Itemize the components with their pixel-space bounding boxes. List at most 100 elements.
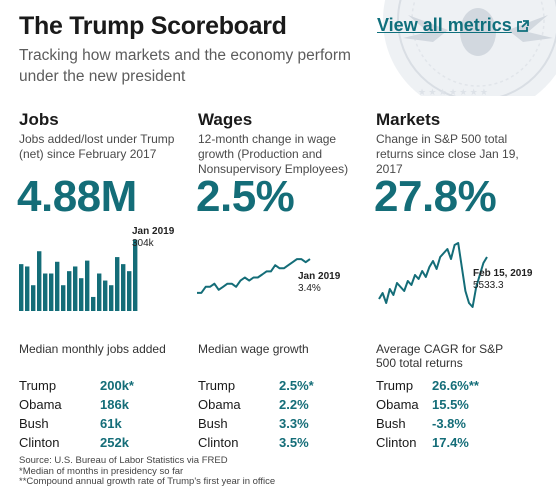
wages-chart-annotation: Jan 2019 3.4% bbox=[298, 271, 340, 295]
president-name: Bush bbox=[198, 416, 228, 431]
header: ★ ★ ★ ★ ★ ★ ★ The Trump Scoreboard View … bbox=[0, 0, 556, 96]
jobs-description: Jobs added/lost under Trump (net) since … bbox=[19, 132, 175, 161]
jobs-column-header: Jobs Jobs added/lost under Trump (net) s… bbox=[19, 110, 184, 162]
jobs-chart-annotation: Jan 2019 304k bbox=[132, 226, 174, 250]
page-subtitle: Tracking how markets and the economy per… bbox=[19, 47, 351, 85]
page-title: The Trump Scoreboard bbox=[19, 12, 287, 40]
jobs-bar bbox=[103, 280, 108, 311]
president-name: Clinton bbox=[19, 435, 60, 450]
table-row: Bush 61k bbox=[19, 414, 179, 433]
table-row: Obama 15.5% bbox=[376, 395, 536, 414]
markets-description: Change in S&P 500 total returns since cl… bbox=[376, 132, 519, 176]
markets-chart-annotation-value: 5533.3 bbox=[473, 280, 504, 291]
jobs-bar bbox=[109, 285, 114, 311]
president-name: Bush bbox=[376, 416, 406, 431]
presidential-seal-watermark: ★ ★ ★ ★ ★ ★ ★ bbox=[383, 0, 556, 96]
wages-value: 3.3% bbox=[279, 416, 309, 431]
markets-chart-annotation: Feb 15, 2019 5533.3 bbox=[473, 268, 532, 292]
president-name: Clinton bbox=[376, 435, 417, 450]
president-name: Obama bbox=[198, 397, 241, 412]
wages-line bbox=[197, 258, 311, 294]
jobs-bar bbox=[127, 271, 132, 311]
markets-value: 15.5% bbox=[432, 397, 469, 412]
markets-chart-annotation-date: Feb 15, 2019 bbox=[473, 268, 533, 279]
jobs-bar bbox=[31, 285, 36, 311]
jobs-chart-annotation-value: 304k bbox=[132, 238, 154, 249]
wages-chart-annotation-date: Jan 2019 bbox=[298, 271, 341, 282]
jobs-bar bbox=[61, 285, 66, 311]
president-name: Clinton bbox=[198, 435, 239, 450]
jobs-bar-chart bbox=[19, 239, 138, 311]
president-name: Trump bbox=[19, 378, 57, 393]
markets-big-value: 27.8% bbox=[374, 172, 497, 221]
president-name: Trump bbox=[376, 378, 414, 393]
markets-value: -3.8% bbox=[432, 416, 466, 431]
table-row: Trump 200k* bbox=[19, 376, 179, 395]
wages-description: 12-month change in wage growth (Producti… bbox=[198, 132, 349, 176]
jobs-bar bbox=[91, 296, 96, 311]
table-row: Obama 186k bbox=[19, 395, 179, 414]
jobs-value: 186k bbox=[100, 397, 129, 412]
markets-value: 26.6%** bbox=[432, 378, 479, 393]
wages-table: Trump 2.5%* Obama 2.2% Bush 3.3% Clinton 3.5… bbox=[198, 376, 358, 452]
wages-chart-annotation-value: 3.4% bbox=[298, 283, 321, 294]
wages-median-label: Median wage growth bbox=[198, 342, 309, 356]
markets-value: 17.4% bbox=[432, 435, 469, 450]
president-name: Obama bbox=[376, 397, 419, 412]
markets-heading: Markets bbox=[376, 110, 441, 129]
footnote-cagr: **Compound annual growth rate of Trump's… bbox=[19, 476, 276, 487]
wages-big-value: 2.5% bbox=[196, 172, 295, 221]
jobs-bar bbox=[79, 278, 84, 311]
jobs-bar bbox=[49, 273, 54, 311]
view-all-metrics-label[interactable]: View all metrics bbox=[377, 15, 512, 35]
jobs-bar bbox=[55, 261, 60, 311]
table-row: Clinton 252k bbox=[19, 433, 179, 452]
jobs-bar bbox=[73, 266, 78, 311]
markets-column-header: Markets Change in S&P 500 total returns … bbox=[376, 110, 546, 177]
jobs-median-label: Median monthly jobs added bbox=[19, 342, 166, 356]
wages-column-header: Wages 12-month change in wage growth (Pr… bbox=[198, 110, 358, 177]
jobs-value: 200k* bbox=[100, 378, 134, 393]
table-row: Bush 3.3% bbox=[198, 414, 358, 433]
jobs-chart-annotation-date: Jan 2019 bbox=[132, 226, 175, 237]
table-row: Trump 2.5%* bbox=[198, 376, 358, 395]
table-row: Trump 26.6%** bbox=[376, 376, 536, 395]
table-row: Bush -3.8% bbox=[376, 414, 536, 433]
footnotes: Source: U.S. Bureau of Labor Statistics … bbox=[19, 455, 276, 488]
markets-line bbox=[378, 242, 488, 308]
jobs-big-value: 4.88M bbox=[17, 172, 137, 221]
jobs-bar bbox=[19, 264, 24, 311]
jobs-bar bbox=[37, 251, 42, 311]
wages-heading: Wages bbox=[198, 110, 253, 129]
jobs-bar bbox=[121, 264, 126, 311]
markets-table: Trump 26.6%** Obama 15.5% Bush -3.8% Clinto… bbox=[376, 376, 536, 452]
jobs-bar bbox=[25, 266, 30, 311]
jobs-bar bbox=[133, 239, 138, 311]
markets-line-chart bbox=[378, 242, 488, 308]
jobs-heading: Jobs bbox=[19, 110, 59, 129]
jobs-bar bbox=[115, 257, 120, 311]
markets-median-label: Average CAGR for S&P 500 total returns bbox=[376, 342, 503, 370]
wages-value: 2.5%* bbox=[279, 378, 314, 393]
jobs-bar bbox=[67, 271, 72, 311]
table-row: Clinton 3.5% bbox=[198, 433, 358, 452]
footnote-source: Source: U.S. Bureau of Labor Statistics … bbox=[19, 455, 228, 466]
wages-value: 2.2% bbox=[279, 397, 309, 412]
jobs-bar bbox=[85, 260, 90, 311]
president-name: Trump bbox=[198, 378, 236, 393]
table-row: Obama 2.2% bbox=[198, 395, 358, 414]
president-name: Obama bbox=[19, 397, 62, 412]
jobs-value: 252k bbox=[100, 435, 129, 450]
jobs-value: 61k bbox=[100, 416, 122, 431]
svg-text:★ ★ ★ ★ ★ ★ ★: ★ ★ ★ ★ ★ ★ ★ bbox=[418, 87, 488, 96]
jobs-bar bbox=[97, 273, 102, 311]
view-all-metrics-link[interactable]: View all metrics bbox=[377, 15, 529, 36]
jobs-bar bbox=[43, 273, 48, 311]
footnote-median: *Median of months in presidency so far bbox=[19, 465, 184, 477]
wages-line-chart bbox=[197, 258, 311, 294]
wages-value: 3.5% bbox=[279, 435, 309, 450]
external-link-icon[interactable] bbox=[516, 20, 529, 33]
president-name: Bush bbox=[19, 416, 49, 431]
jobs-table: Trump 200k* Obama 186k Bush 61k Clinton 252k bbox=[19, 376, 179, 452]
table-row: Clinton 17.4% bbox=[376, 433, 536, 452]
